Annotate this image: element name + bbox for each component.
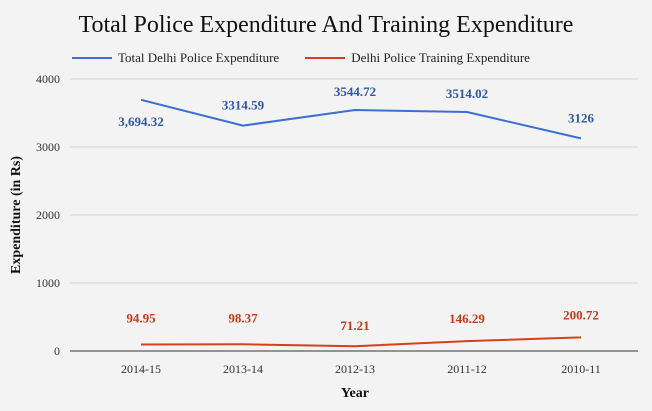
data-label: 71.21 [340,318,369,333]
y-tick-label: 2000 [36,208,60,222]
data-label: 94.95 [126,311,156,326]
chart-title: Total Police Expenditure And Training Ex… [78,12,574,38]
data-label: 3514.02 [446,86,488,101]
x-tick-label: 2011-12 [447,362,487,376]
data-label: 98.37 [228,310,258,325]
y-axis-title: Expenditure (in Rs) [9,156,24,274]
data-label: 146.29 [449,311,485,326]
x-axis-title: Year [341,386,369,401]
data-label: 3314.59 [222,98,265,113]
legend-item-training: Delhi Police Training Expenditure [305,50,530,66]
x-tick-label: 2014-15 [121,362,161,376]
series-line-total [140,98,582,140]
data-label: 200.72 [563,307,599,322]
x-tick-label: 2013-14 [223,362,263,376]
x-tick-label: 2010-11 [561,362,601,376]
series-line-training [140,336,582,348]
legend-label-total: Total Delhi Police Expenditure [118,50,280,65]
data-label: 3544.72 [334,84,376,99]
x-tick-label: 2012-13 [335,362,375,376]
y-tick-label: 0 [54,344,60,358]
y-tick-label: 3000 [36,140,60,154]
legend-swatch-total [72,57,112,59]
chart-legend: Total Delhi Police Expenditure Delhi Pol… [72,50,556,66]
data-label: 3126 [568,110,595,125]
data-label: 3,694.32 [118,114,164,129]
legend-item-total: Total Delhi Police Expenditure [72,50,279,66]
y-tick-label: 1000 [36,276,60,290]
legend-swatch-training [305,57,346,59]
y-tick-label: 4000 [36,72,60,86]
legend-label-training: Delhi Police Training Expenditure [351,50,530,65]
